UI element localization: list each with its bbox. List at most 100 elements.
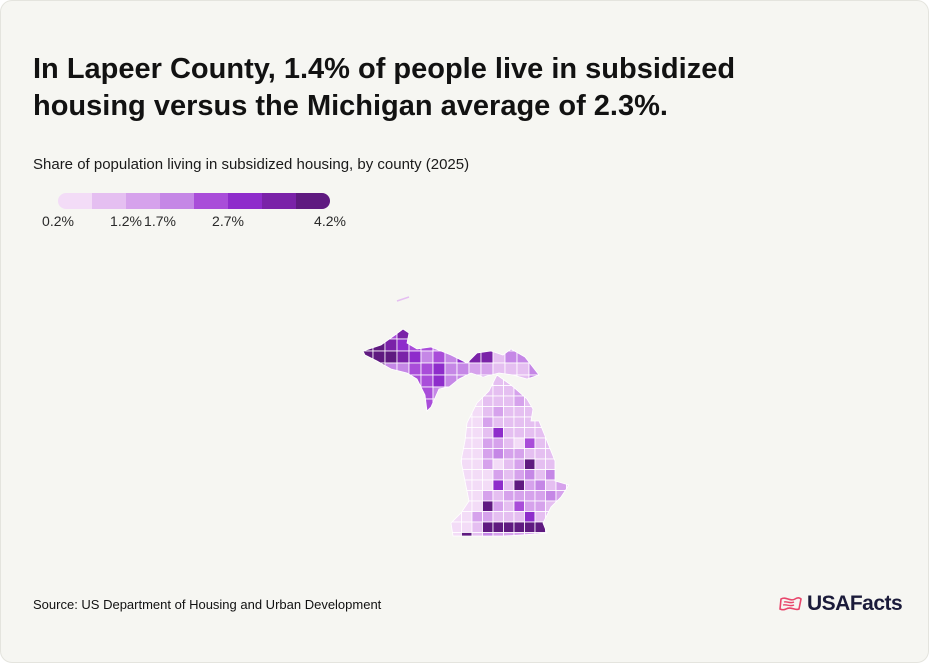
county-shape (471, 479, 483, 491)
county-shape (534, 500, 546, 512)
county-shape (524, 458, 536, 470)
county-shape (503, 406, 515, 418)
county-shape (372, 410, 386, 411)
county-shape (420, 386, 434, 400)
county-shape (492, 329, 506, 340)
county-shape (471, 500, 483, 512)
county-shape (534, 395, 546, 407)
county-shape (492, 458, 504, 470)
county-shape (461, 458, 473, 470)
upper-peninsula-outline (362, 328, 540, 412)
county-shape (482, 521, 494, 533)
county-shape (545, 406, 557, 418)
county-shape (503, 532, 515, 536)
county-shape (528, 350, 539, 364)
county-shape (451, 500, 462, 512)
michigan-county-map (362, 296, 570, 537)
legend-label: 0.2% (42, 213, 74, 229)
county-shape (566, 458, 569, 470)
county-shape (451, 416, 462, 428)
county-shape (432, 338, 446, 352)
county-shape (482, 532, 494, 536)
county-shape (492, 350, 506, 364)
county-shape (482, 490, 494, 502)
county-shape (524, 437, 536, 449)
county-shape (444, 338, 458, 352)
county-shape (503, 385, 515, 397)
county-shape (516, 329, 530, 340)
county-shape (528, 338, 539, 352)
county-shape (516, 338, 530, 352)
legend-label: 4.2% (314, 213, 346, 229)
county-shape (408, 374, 422, 388)
county-shape (420, 362, 434, 376)
county-shape (408, 386, 422, 400)
county-shape (480, 350, 494, 364)
county-shape (541, 351, 553, 363)
county-shape (545, 500, 557, 512)
county-shape (451, 479, 462, 491)
county-shape (566, 406, 569, 418)
county-shape (566, 521, 569, 533)
usafacts-logo[interactable]: USAFacts (779, 592, 903, 616)
county-shape (524, 521, 536, 533)
county-shape (503, 479, 515, 491)
county-shape (492, 479, 504, 491)
county-shape (566, 437, 569, 449)
legend-swatch (194, 193, 228, 209)
legend-swatch (296, 193, 330, 209)
county-shape (432, 374, 446, 388)
county-shape (444, 410, 458, 411)
county-shape (482, 385, 494, 397)
county-shape (503, 469, 515, 481)
county-shape (384, 350, 398, 364)
county-shape (363, 410, 374, 411)
county-shape (480, 362, 494, 376)
county-shape (372, 350, 386, 364)
county-shape (432, 362, 446, 376)
county-shape (492, 338, 506, 352)
county-shape (471, 406, 483, 418)
county-shape (432, 329, 446, 340)
county-shape (566, 500, 569, 512)
county-shape (513, 479, 525, 491)
county-shape (555, 385, 567, 397)
county-shape (545, 490, 557, 502)
county-shape (456, 410, 470, 411)
county-shape (555, 437, 567, 449)
county-shape (534, 521, 546, 533)
county-shape (408, 362, 422, 376)
county-shape (451, 458, 462, 470)
county-shape (534, 479, 546, 491)
county-shape (492, 406, 504, 418)
county-shape (471, 448, 483, 460)
color-legend (58, 193, 330, 209)
county-shape (534, 416, 546, 428)
county-shape (524, 427, 536, 439)
county-shape (456, 386, 470, 400)
source-note: Source: US Department of Housing and Urb… (33, 597, 382, 612)
county-shape (524, 479, 536, 491)
county-shape (480, 338, 494, 352)
county-shape (503, 395, 515, 407)
county-shape (513, 395, 525, 407)
county-shape (408, 410, 422, 411)
county-shape (451, 511, 462, 523)
county-shape (545, 511, 557, 523)
county-shape (555, 469, 567, 481)
county-shape (461, 385, 473, 397)
county-shape (513, 511, 525, 523)
county-shape (372, 338, 386, 352)
county-shape (471, 490, 483, 502)
county-shape (566, 469, 569, 481)
county-shape (461, 532, 473, 536)
county-shape (482, 500, 494, 512)
county-shape (408, 350, 422, 364)
county-shape (566, 479, 569, 491)
county-shape (524, 416, 536, 428)
county-shape (451, 437, 462, 449)
county-shape (555, 395, 567, 407)
lower-peninsula-outline (450, 374, 570, 537)
county-shape (384, 398, 398, 411)
county-shape (396, 374, 410, 388)
